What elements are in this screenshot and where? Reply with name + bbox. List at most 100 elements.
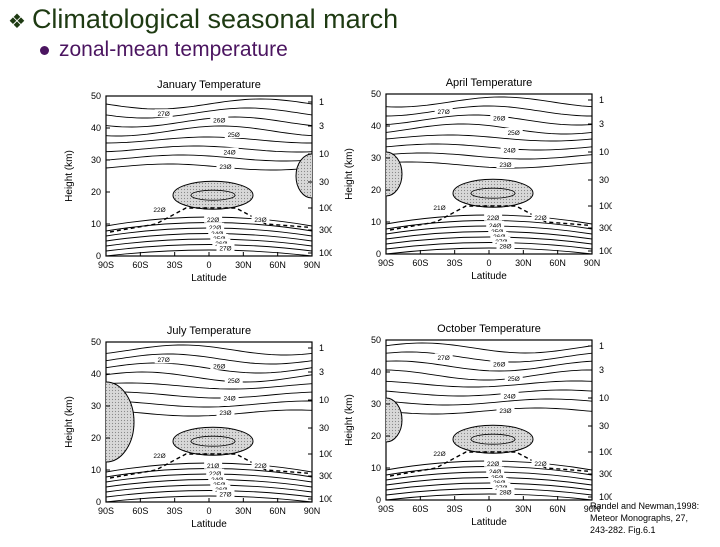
contour-label: 26Ø (213, 118, 225, 125)
contour-label: 23Ø (254, 217, 266, 224)
contour-label: 25Ø (508, 130, 520, 137)
pressure-tick-label: 300 (319, 471, 332, 481)
height-tick-label: 40 (371, 367, 381, 377)
contour-line (386, 105, 592, 117)
latitude-tick-label: 30S (447, 258, 463, 268)
latitude-tick-label: 90N (304, 506, 321, 516)
height-tick-label: 30 (371, 153, 381, 163)
latitude-tick-label: 90N (584, 258, 601, 268)
height-tick-label: 20 (91, 433, 101, 443)
contour-label: 22Ø (487, 461, 499, 468)
contour-line (106, 353, 312, 365)
latitude-tick-label: 90N (584, 504, 601, 514)
contour-line (190, 189, 236, 201)
tropical-tropopause-cold-region (172, 426, 254, 456)
contour-label: 24Ø (503, 148, 515, 155)
contour-line (106, 409, 312, 417)
contour-line (386, 380, 592, 388)
contour-line (386, 407, 592, 415)
contour-line (386, 488, 592, 496)
contour-line (386, 152, 592, 160)
latitude-axis-label: Latitude (191, 273, 227, 284)
pressure-tick-label: 100 (319, 449, 332, 459)
height-axis-label: Height (km) (64, 150, 75, 202)
slide-title-text: Climatological seasonal march (31, 4, 399, 34)
contour-line (470, 187, 516, 199)
latitude-tick-label: 60N (269, 260, 286, 270)
tropical-tropopause-cold-region (172, 180, 254, 210)
contour-label: 24Ø (489, 223, 501, 230)
contour-label: 22Ø (153, 453, 165, 460)
contour-line (106, 136, 312, 144)
contour-line (386, 134, 592, 142)
pressure-tick-label: 3 (319, 367, 324, 377)
citation-line: Meteor Monographs, 27, (590, 513, 689, 523)
contour-line (386, 96, 592, 108)
panel-january: January Temperature 27Ø 26Ø 25Ø 24Ø 23Ø 22Ø 23Ø… (42, 68, 349, 301)
contour-label: 25Ø (508, 376, 520, 383)
contour-line (386, 123, 592, 135)
contour-line (386, 369, 592, 381)
contour-line (386, 114, 592, 126)
pressure-tick-label: 100 (599, 201, 612, 211)
polar-cold-region (295, 153, 312, 199)
latitude-tick-label: 30S (447, 504, 463, 514)
contour-label: 22Ø (534, 215, 546, 222)
diamond-bullet-icon: ❖ (8, 11, 26, 33)
contour-line (106, 382, 312, 390)
contour-line (106, 400, 312, 408)
polar-cold-region (106, 381, 135, 463)
contour-line (386, 342, 592, 354)
latitude-axis-label: Latitude (191, 519, 227, 530)
contour-label: 23Ø (499, 408, 511, 415)
latitude-tick-label: 90S (98, 506, 114, 516)
pressure-tick-label: 10 (599, 393, 609, 403)
slide-subtitle: zonal-mean temperature (40, 38, 288, 62)
contour-label: 24Ø (223, 150, 235, 157)
round-bullet-icon (40, 45, 49, 55)
contour-label: 28Ø (499, 244, 511, 251)
height-tick-label: 50 (371, 335, 381, 345)
height-tick-label: 40 (91, 123, 101, 133)
contour-label: 27Ø (438, 355, 450, 362)
contour-label: 26Ø (493, 362, 505, 369)
panel-july: July Temperature 27Ø 26Ø 25Ø 24Ø 23Ø 22Ø 22Ø 21Ø… (42, 314, 349, 547)
contour-line (106, 391, 312, 399)
pressure-tick-label: 1000 (319, 248, 332, 258)
pressure-tick-label: 1 (599, 341, 604, 351)
contour-line (106, 163, 312, 171)
pressure-tick-label: 10 (599, 147, 609, 157)
tropopause-dashed-line (389, 205, 589, 231)
latitude-axis-label: Latitude (471, 271, 507, 282)
contour-label: 25Ø (228, 378, 240, 385)
latitude-tick-label: 90S (378, 258, 394, 268)
height-tick-label: 50 (371, 89, 381, 99)
latitude-tick-label: 0 (486, 504, 491, 514)
latitude-tick-label: 60S (132, 506, 148, 516)
contour-line (106, 154, 312, 162)
height-tick-label: 50 (91, 91, 101, 101)
contour-label: 24Ø (223, 396, 235, 403)
height-tick-label: 50 (91, 337, 101, 347)
contour-label: 22Ø (254, 463, 266, 470)
panel-title: July Temperature (167, 325, 251, 337)
pressure-tick-label: 100 (599, 447, 612, 457)
pressure-tick-label: 3 (599, 119, 604, 129)
contour-line (386, 351, 592, 363)
height-axis-label: Height (km) (344, 148, 355, 200)
pressure-tick-label: 1 (319, 97, 324, 107)
height-tick-label: 20 (91, 187, 101, 197)
contour-label: 24Ø (503, 394, 515, 401)
contour-line (470, 433, 516, 445)
contour-line (106, 107, 312, 119)
tropical-tropopause-cold-region (452, 178, 534, 208)
height-tick-label: 30 (91, 401, 101, 411)
tropical-tropopause-cold-region (452, 424, 534, 454)
pressure-tick-label: 300 (319, 225, 332, 235)
contour-label: 22Ø (487, 215, 499, 222)
citation-line: 243-282. Fig.6.1 (590, 525, 656, 535)
pressure-tick-label: 1 (599, 95, 604, 105)
contour-label: 28Ø (499, 490, 511, 497)
